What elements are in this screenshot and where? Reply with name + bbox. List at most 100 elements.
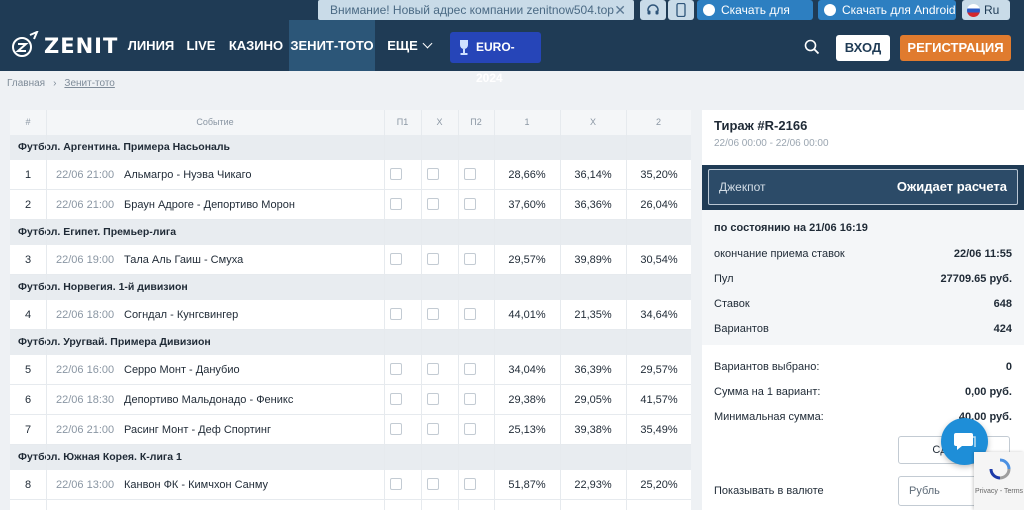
euro-2024-button[interactable]: EURO-2024: [450, 32, 541, 85]
percent-p1: 51,87%: [508, 479, 546, 491]
event-time: 22/06 18:30: [56, 394, 115, 406]
checkbox-x[interactable]: [427, 198, 439, 210]
nav-more[interactable]: ЕЩЕ: [380, 20, 438, 71]
jackpot-status: Ожидает расчета: [896, 179, 1007, 194]
checkbox-p1[interactable]: [390, 478, 402, 490]
breadcrumb-zenit-toto[interactable]: Зенит-тото: [64, 78, 115, 89]
table-row: 2 22/06 21:00 Браун Адроге - Депортиво Мор…: [10, 190, 691, 220]
checkbox-p2[interactable]: [464, 308, 476, 320]
selection-row: Вариантов выбрано: 0: [714, 361, 1012, 377]
event-name: Серро Монт - Данубио: [124, 364, 240, 376]
checkbox-p2[interactable]: [464, 393, 476, 405]
checkbox-x[interactable]: [427, 253, 439, 265]
currency-label: Показывать в валюте: [714, 485, 824, 497]
event-time: 22/06 16:00: [56, 364, 115, 376]
percent-p1: 44,01%: [508, 309, 546, 321]
checkbox-p2[interactable]: [464, 253, 476, 265]
checkbox-p1[interactable]: [390, 253, 402, 265]
login-button[interactable]: ВХОД: [836, 35, 890, 61]
nav-zenit-toto[interactable]: ЗЕНИТ-ТОТО: [289, 20, 375, 71]
event-time: 22/06 13:00: [56, 479, 115, 491]
percent-x: 29,05%: [574, 394, 612, 406]
stat-value: 648: [993, 298, 1012, 310]
nav-live-label: LIVE: [186, 38, 216, 53]
checkbox-p1[interactable]: [390, 308, 402, 320]
table-row: 6 22/06 18:30 Депортиво Мальдонадо - Феник…: [10, 385, 691, 415]
col-header-num: #: [25, 117, 31, 127]
table-row: 4 22/06 18:00 Согндал - Кунгсвингер 44,01% 2…: [10, 300, 691, 330]
row-number: 6: [24, 394, 32, 406]
checkbox-p2[interactable]: [464, 363, 476, 375]
draw-title: Тираж #R-2166: [714, 118, 808, 133]
percent-p2: 35,20%: [640, 169, 678, 181]
top-strip: Внимание! Новый адрес компании zenitnow5…: [0, 0, 1024, 37]
stat-value: 27709.65 руб.: [940, 273, 1012, 285]
nav-casino[interactable]: КАЗИНО: [226, 20, 286, 71]
language-selector[interactable]: Ru: [962, 0, 1010, 20]
breadcrumb-home[interactable]: Главная: [7, 78, 46, 89]
percent-p1: 29,38%: [508, 394, 546, 406]
download-android-button[interactable]: Скачать для Android: [818, 0, 956, 20]
column-divider: [560, 110, 561, 510]
draw-stats: по состоянию на 21/06 16:19 окончание пр…: [702, 210, 1024, 345]
search-icon[interactable]: [804, 39, 820, 55]
column-divider: [384, 110, 385, 510]
address-notice[interactable]: Внимание! Новый адрес компании zenitnow5…: [318, 0, 634, 20]
checkbox-x[interactable]: [427, 168, 439, 180]
checkbox-p2[interactable]: [464, 478, 476, 490]
download-ios-button[interactable]: Скачать для iOS: [697, 0, 813, 37]
nav-more-label: ЕЩЕ: [387, 38, 418, 53]
checkbox-p1[interactable]: [390, 423, 402, 435]
col-header-pctx: Х: [589, 117, 596, 127]
checkbox-p2[interactable]: [464, 423, 476, 435]
percent-x: 22,93%: [574, 479, 612, 491]
checkbox-x[interactable]: [427, 423, 439, 435]
row-number: 1: [24, 169, 32, 181]
event-name: Депортиво Мальдонадо - Феникс: [124, 394, 294, 406]
event-time: 22/06 18:00: [56, 309, 115, 321]
recaptcha-badge[interactable]: Privacy - Terms: [974, 452, 1024, 510]
jackpot-box: Джекпот Ожидает расчета: [708, 169, 1018, 205]
zenit-logo[interactable]: ZENIT: [10, 29, 120, 61]
nav-live[interactable]: LIVE: [182, 20, 220, 71]
checkbox-x[interactable]: [427, 393, 439, 405]
register-button[interactable]: РЕГИСТРАЦИЯ: [900, 35, 1011, 61]
col-header-p2: П2: [470, 117, 482, 127]
close-icon[interactable]: ✕: [614, 2, 626, 18]
checkbox-p1[interactable]: [390, 198, 402, 210]
event-time: 22/06 21:00: [56, 169, 115, 181]
row-number: 4: [24, 309, 32, 321]
chevron-down-icon: [422, 38, 433, 49]
table-row: 8 22/06 13:00 Канвон ФК - Кимчхон Санму 51,…: [10, 470, 691, 500]
checkbox-x[interactable]: [427, 363, 439, 375]
checkbox-p2[interactable]: [464, 168, 476, 180]
chat-button[interactable]: [941, 418, 988, 465]
phone-icon[interactable]: [668, 0, 694, 20]
percent-p1: 29,57%: [508, 254, 546, 266]
checkbox-p2[interactable]: [464, 198, 476, 210]
percent-x: 36,14%: [574, 169, 612, 181]
checkbox-p1[interactable]: [390, 168, 402, 180]
col-header-p1: П1: [396, 117, 409, 127]
nav-zenit-toto-label: ЗЕНИТ-ТОТО: [290, 38, 374, 53]
stat-key: окончание приема ставок: [714, 248, 845, 260]
stat-value: 22/06 11:55: [953, 248, 1012, 260]
stat-key: Ставок: [714, 298, 750, 310]
row-number: 8: [24, 479, 32, 491]
row-number: 5: [24, 364, 32, 376]
jackpot-bar: Джекпот Ожидает расчета: [702, 165, 1024, 210]
recaptcha-text: Privacy - Terms: [974, 488, 1024, 495]
percent-p2: 29,57%: [640, 364, 678, 376]
percent-p1: 34,04%: [508, 364, 546, 376]
col-header-pct2: 2: [655, 117, 661, 127]
percent-p2: 35,49%: [640, 424, 678, 436]
checkbox-x[interactable]: [427, 478, 439, 490]
checkbox-p1[interactable]: [390, 363, 402, 375]
stat-row: Пул 27709.65 руб.: [714, 273, 1012, 289]
checkbox-x[interactable]: [427, 308, 439, 320]
percent-p1: 25,13%: [508, 424, 546, 436]
headset-icon[interactable]: [640, 0, 666, 20]
selection-key: Сумма на 1 вариант:: [714, 386, 821, 398]
nav-liniya[interactable]: ЛИНИЯ: [124, 20, 178, 71]
checkbox-p1[interactable]: [390, 393, 402, 405]
